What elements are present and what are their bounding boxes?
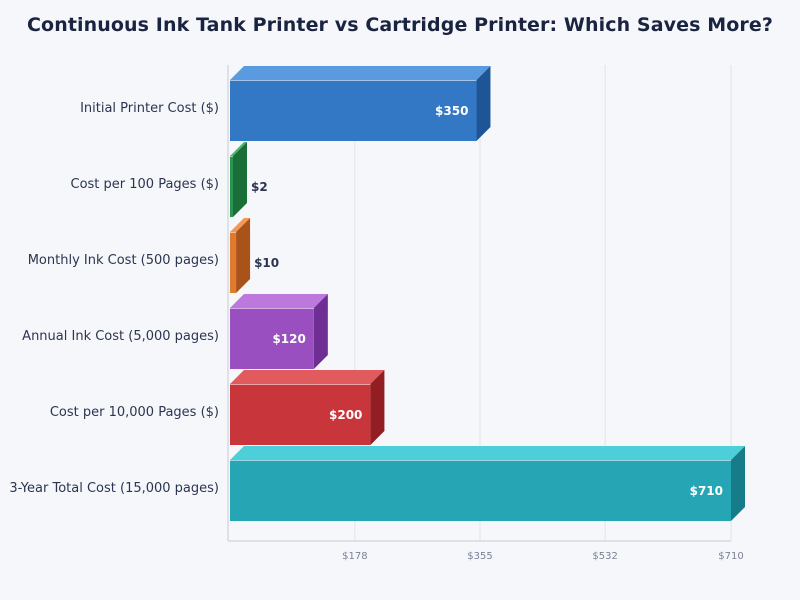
bar-top-face: [230, 66, 491, 80]
category-label-0: Initial Printer Cost ($): [80, 101, 219, 116]
bar-5: [230, 446, 745, 521]
bar-4: [230, 370, 385, 445]
bar-top-face: [230, 446, 745, 460]
value-label-2: $10: [254, 256, 279, 270]
value-label-5: $710: [690, 484, 723, 498]
bar-3: [230, 294, 328, 369]
bar-side-face: [731, 446, 745, 521]
bar-front-face: [230, 308, 314, 369]
x-tick-label-2: $532: [592, 551, 617, 562]
bar-side-face: [476, 66, 491, 141]
bar-front-face: [230, 156, 233, 217]
bar-side-face: [236, 218, 251, 293]
x-tick-label-0: $178: [342, 551, 367, 562]
bar-top-face: [230, 218, 251, 232]
x-tick-label-3: $710: [718, 551, 743, 562]
bar-front-face: [230, 460, 731, 521]
value-label-0: $350: [435, 104, 468, 118]
bar-side-face: [233, 142, 247, 217]
bar-top-face: [230, 294, 328, 308]
x-tick-label-1: $355: [467, 551, 492, 562]
bar-front-face: [230, 384, 371, 445]
value-label-4: $200: [329, 408, 362, 422]
bar-0: [230, 66, 491, 141]
chart-title: Continuous Ink Tank Printer vs Cartridge…: [27, 14, 773, 36]
bar-front-face: [230, 232, 237, 293]
bar-1: [230, 142, 247, 217]
category-label-5: 3-Year Total Cost (15,000 pages): [9, 481, 219, 496]
bar-2: [230, 218, 251, 293]
value-label-1: $2: [251, 180, 268, 194]
bar-side-face: [370, 370, 385, 445]
category-label-2: Monthly Ink Cost (500 pages): [28, 253, 219, 268]
value-label-3: $120: [272, 332, 305, 346]
category-label-1: Cost per 100 Pages ($): [71, 177, 220, 192]
category-label-4: Cost per 10,000 Pages ($): [50, 405, 219, 420]
bar-front-face: [230, 80, 477, 141]
bar-side-face: [313, 294, 328, 369]
bar-top-face: [230, 370, 385, 384]
bar-top-face: [230, 142, 247, 156]
category-label-3: Annual Ink Cost (5,000 pages): [22, 329, 219, 344]
